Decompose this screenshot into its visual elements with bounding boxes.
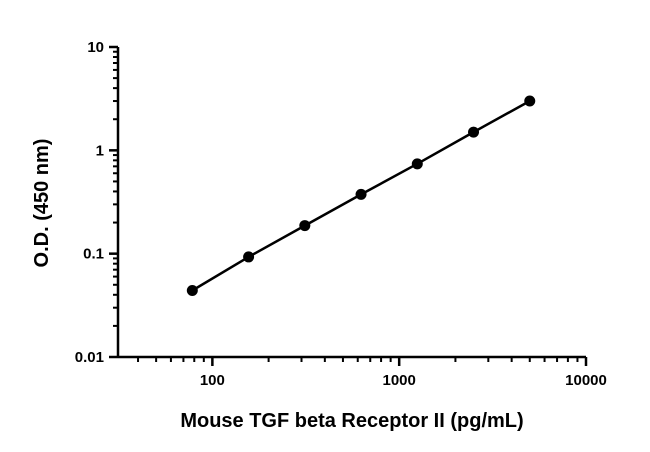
data-point (411, 158, 423, 170)
x-tick-label: 100 (200, 372, 225, 389)
data-point (524, 95, 536, 107)
x-axis: 100 1000 10000 (118, 355, 607, 389)
data-point (468, 126, 480, 138)
data-point (186, 285, 198, 297)
data-point (243, 251, 255, 263)
y-tick-label: 0.1 (83, 246, 104, 263)
y-axis-title: O.D. (450 nm) (31, 139, 53, 268)
data-point (299, 220, 311, 232)
y-tick-label: 1 (96, 142, 104, 159)
data-point (355, 188, 367, 200)
y-axis: 0.01 0.1 1 10 (75, 39, 120, 366)
x-tick-label: 10000 (565, 372, 607, 389)
x-tick-label: 1000 (382, 372, 415, 389)
y-tick-label: 10 (87, 39, 104, 56)
plot-area (186, 95, 536, 297)
y-tick-label: 0.01 (75, 349, 104, 366)
x-axis-title: Mouse TGF beta Receptor II (pg/mL) (180, 410, 523, 432)
